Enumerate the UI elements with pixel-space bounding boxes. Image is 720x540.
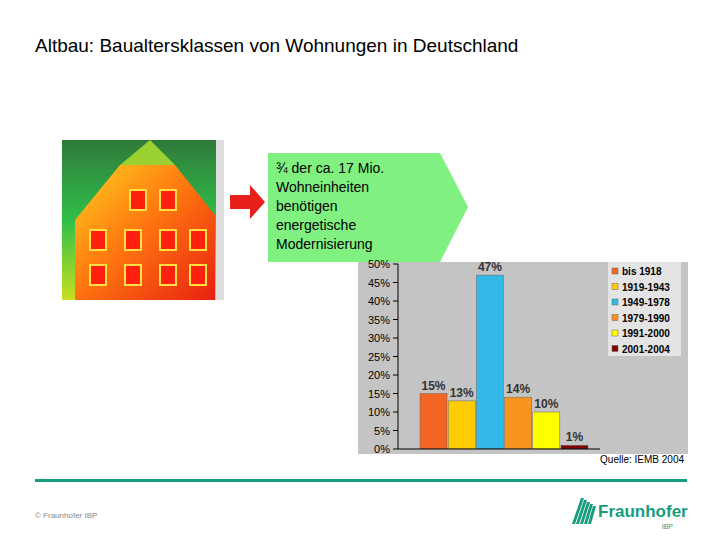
data-label: 15% [421, 379, 445, 393]
thermal-window [90, 265, 106, 285]
y-tick [393, 264, 398, 265]
bar [476, 275, 503, 449]
y-tick [393, 449, 398, 450]
logo-unit: IBP [662, 523, 674, 530]
thermal-window [190, 265, 206, 285]
legend-swatch [612, 315, 618, 321]
legend-label: 2001-2004 [622, 344, 670, 355]
y-tick [393, 301, 398, 302]
legend-swatch [612, 284, 618, 290]
y-tick-label: 0% [374, 443, 390, 455]
logo: Fraunhofer IBP [572, 498, 688, 530]
thermal-window [125, 265, 141, 285]
legend-swatch [612, 330, 618, 336]
x-axis [398, 449, 600, 450]
thermal-window [125, 230, 141, 250]
thermal-scale [216, 140, 224, 300]
y-axis [398, 264, 399, 449]
legend: bis 1918 1919-1943 1949-1978 1979-1990 1991-… [608, 262, 681, 356]
logo-stripe [588, 506, 596, 524]
thermal-roof [120, 140, 175, 165]
logo-name: Fraunhofer [598, 502, 688, 521]
data-label: 10% [534, 397, 558, 411]
legend-label: 1949-1978 [622, 297, 670, 308]
y-tick-label: 30% [368, 332, 390, 344]
y-tick [393, 375, 398, 376]
callout-text: Wohneinheiten [276, 179, 369, 195]
data-label: 14% [506, 382, 530, 396]
callout-text: benötigen [276, 198, 338, 214]
y-tick-label: 15% [368, 388, 390, 400]
bars [420, 275, 588, 449]
thermal-window [160, 265, 176, 285]
divider [35, 479, 687, 482]
y-tick-label: 50% [368, 258, 390, 270]
thermal-window [190, 230, 206, 250]
y-tick-label: 5% [374, 425, 390, 437]
data-label: 47% [478, 260, 502, 274]
footer: © Fraunhofer IBP [35, 511, 97, 520]
thermal-image [62, 140, 224, 300]
thermal-window [130, 190, 146, 210]
y-tick-label: 40% [368, 295, 390, 307]
bar [505, 397, 532, 449]
y-tick [393, 356, 398, 357]
legend-label: 1979-1990 [622, 313, 670, 324]
bar [533, 412, 560, 449]
legend-swatch [612, 268, 618, 274]
y-tick [393, 319, 398, 320]
callout-text: energetische [276, 217, 356, 233]
arrow [230, 185, 265, 219]
y-tick [393, 412, 398, 413]
y-tick-label: 45% [368, 277, 390, 289]
chart-background [358, 262, 688, 454]
legend-swatch [612, 299, 618, 305]
thermal-house [75, 165, 215, 300]
data-label: 1% [566, 430, 584, 444]
callout-box [268, 153, 468, 262]
y-tick-label: 25% [368, 351, 390, 363]
legend-box [608, 262, 681, 356]
bar [561, 445, 588, 449]
y-tick [393, 338, 398, 339]
bar [420, 394, 447, 450]
thermal-window [90, 230, 106, 250]
callout-text: Modernisierung [276, 236, 373, 252]
legend-label: 1919-1943 [622, 282, 670, 293]
legend-swatch [612, 346, 618, 352]
source: Quelle: IEMB 2004 [600, 454, 684, 465]
y-tick-label: 35% [368, 314, 390, 326]
y-tick [393, 430, 398, 431]
callout-text: ¾ der ca. 17 Mio. [276, 160, 384, 176]
thermal-window [160, 190, 176, 210]
thermal-background [62, 140, 224, 300]
thermal-window [160, 230, 176, 250]
y-tick [393, 282, 398, 283]
y-tick-label: 10% [368, 406, 390, 418]
title: Altbau: Baualtersklassen von Wohnungen i… [35, 35, 518, 56]
legend-label: 1991-2000 [622, 328, 670, 339]
y-tick-label: 20% [368, 369, 390, 381]
y-tick [393, 393, 398, 394]
legend-label: bis 1918 [622, 266, 662, 277]
bar [448, 401, 475, 449]
data-label: 13% [450, 386, 474, 400]
